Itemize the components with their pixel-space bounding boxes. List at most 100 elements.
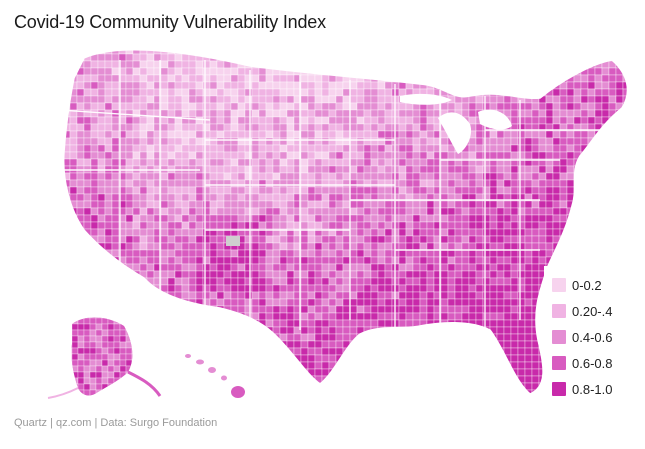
alaska-cell (95, 341, 103, 349)
county-cell (349, 270, 358, 279)
county-cell (223, 123, 232, 132)
county-cell (258, 102, 267, 111)
county-cell (153, 326, 162, 335)
county-cell (265, 249, 274, 258)
alaska-cell (138, 330, 144, 336)
county-cell (314, 144, 323, 153)
county-cell (167, 130, 176, 139)
county-cell (321, 95, 330, 104)
county-cell (489, 382, 498, 391)
county-cell (223, 165, 232, 174)
county-cell (328, 291, 337, 300)
county-cell (69, 284, 78, 293)
county-cell (517, 256, 526, 265)
county-cell (433, 326, 442, 335)
county-cell (517, 60, 526, 69)
county-cell (637, 222, 644, 229)
county-cell (349, 375, 358, 384)
county-cell (356, 221, 365, 230)
county-cell (329, 40, 336, 47)
county-cell (349, 326, 358, 335)
county-cell (594, 151, 603, 160)
county-cell (279, 375, 288, 384)
alaska-cell (138, 354, 144, 360)
county-cell (454, 256, 463, 265)
county-cell (454, 291, 463, 300)
county-cell (202, 361, 211, 370)
county-cell (237, 200, 246, 209)
county-cell (503, 382, 512, 391)
county-cell (300, 382, 309, 391)
county-cell (440, 270, 449, 279)
county-cell (545, 109, 554, 118)
county-cell (139, 249, 148, 258)
county-cell (335, 242, 344, 251)
county-cell (56, 194, 63, 201)
county-cell (482, 228, 491, 237)
county-cell (510, 137, 519, 146)
county-cell (174, 179, 183, 188)
county-cell (630, 124, 637, 131)
county-cell (272, 305, 281, 314)
county-cell (63, 375, 71, 384)
county-cell (580, 179, 589, 188)
county-cell (468, 221, 477, 230)
county-cell (328, 333, 337, 342)
county-cell (181, 151, 190, 160)
county-cell (601, 249, 610, 258)
county-cell (475, 200, 484, 209)
county-cell (237, 270, 246, 279)
county-cell (223, 186, 232, 195)
county-cell (510, 319, 519, 328)
alaska-cell (101, 389, 109, 396)
county-cell (398, 354, 407, 363)
county-cell (111, 263, 120, 272)
county-cell (496, 277, 505, 286)
county-cell (630, 110, 637, 117)
county-cell (440, 263, 449, 272)
county-cell (244, 368, 253, 377)
county-cell (139, 284, 148, 293)
county-cell (321, 123, 330, 132)
county-cell (587, 214, 596, 223)
county-cell (377, 144, 386, 153)
county-cell (447, 277, 456, 286)
county-cell (56, 68, 63, 75)
county-cell (77, 40, 84, 47)
county-cell (272, 333, 281, 342)
county-cell (125, 172, 134, 181)
alaska-cell (83, 347, 91, 355)
county-cell (265, 123, 274, 132)
county-cell (356, 186, 365, 195)
county-cell (349, 249, 358, 258)
county-cell (608, 172, 617, 181)
county-cell (111, 270, 120, 279)
county-cell (321, 130, 330, 139)
county-cell (230, 74, 239, 83)
county-cell (251, 291, 260, 300)
county-cell (349, 207, 358, 216)
county-cell (195, 214, 204, 223)
county-cell (370, 389, 379, 395)
county-cell (412, 256, 421, 265)
county-cell (510, 172, 519, 181)
county-cell (517, 354, 526, 363)
county-cell (434, 397, 441, 404)
county-cell (335, 158, 344, 167)
county-cell (426, 130, 435, 139)
county-cell (398, 88, 407, 97)
county-cell (139, 235, 148, 244)
county-cell (559, 67, 568, 76)
county-cell (398, 263, 407, 272)
county-cell (91, 40, 98, 47)
county-cell (517, 270, 526, 279)
county-cell (637, 194, 644, 201)
county-cell (412, 214, 421, 223)
county-cell (286, 319, 295, 328)
county-cell (412, 270, 421, 279)
county-cell (335, 179, 344, 188)
alaska-cell (131, 341, 133, 349)
county-cell (608, 221, 617, 230)
county-cell (266, 40, 273, 47)
county-cell (440, 382, 449, 391)
